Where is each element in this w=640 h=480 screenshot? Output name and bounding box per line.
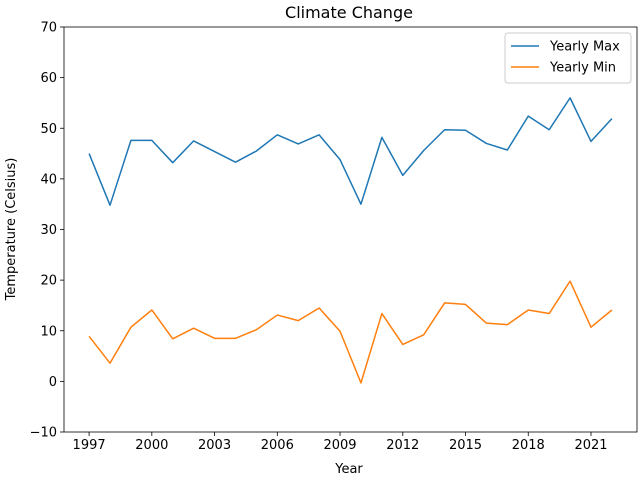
x-axis-label: Year: [334, 462, 363, 477]
x-tick-label-1997: 1997: [73, 438, 106, 453]
x-tick-label-2009: 2009: [323, 438, 356, 453]
plot-area: 1997 2000 2003 2006 2009 2012 2015 2018 2021 −10 0…: [30, 21, 638, 453]
x-tick-label-2021: 2021: [574, 438, 607, 453]
y-tick-label-40: 40: [40, 172, 57, 187]
x-tick-label-2006: 2006: [261, 438, 294, 453]
y-tick-label-30: 30: [40, 223, 57, 238]
y-axis-label: Temperature (Celsius): [4, 158, 19, 302]
y-tick-label--10: −10: [30, 426, 57, 441]
legend-label-yearly-max: Yearly Max: [549, 40, 620, 55]
y-tick-label-20: 20: [40, 274, 57, 289]
y-tick-label-0: 0: [49, 375, 57, 390]
series-line-yearly-max: [88, 97, 613, 206]
y-tick-label-50: 50: [40, 122, 57, 137]
y-tick-label-70: 70: [40, 21, 57, 36]
x-tick-label-2012: 2012: [386, 438, 419, 453]
x-tick-label-2000: 2000: [135, 438, 168, 453]
legend-label-yearly-min: Yearly Min: [549, 61, 616, 76]
y-tick-label-10: 10: [40, 324, 57, 339]
series-line-yearly-min: [88, 280, 613, 384]
x-tick-label-2003: 2003: [198, 438, 231, 453]
x-tick-label-2018: 2018: [512, 438, 545, 453]
x-tick-label-2015: 2015: [449, 438, 482, 453]
chart-title: Climate Change: [285, 3, 413, 22]
y-tick-label-60: 60: [40, 71, 57, 86]
